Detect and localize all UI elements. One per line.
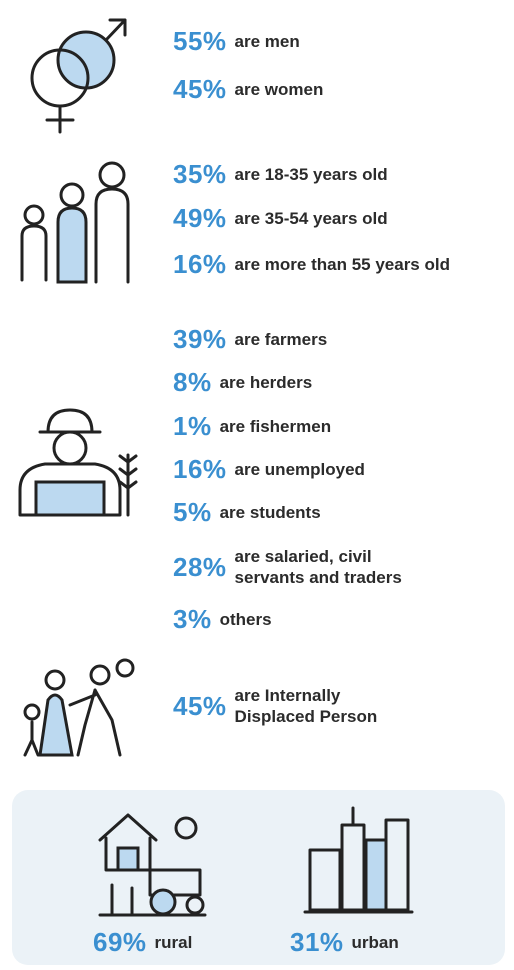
percent: 45% — [173, 74, 227, 104]
stat-row: 16% are unemployed — [173, 454, 365, 485]
percent: 45% — [173, 690, 227, 721]
location-row: 31% urban — [290, 927, 399, 958]
percent: 3% — [173, 604, 212, 634]
percent: 39% — [173, 324, 227, 354]
stat-row: 45% are Internally Displaced Person — [173, 685, 410, 727]
urban-icon — [303, 806, 414, 914]
percent: 1% — [173, 411, 212, 441]
stat-row: 16% are more than 55 years old — [173, 249, 450, 280]
percent: 5% — [173, 497, 212, 527]
stat-row: 39% are farmers — [173, 324, 327, 355]
occupation-icon — [18, 408, 138, 517]
stat-label: are herders — [219, 373, 313, 392]
stat-label: are 18-35 years old — [234, 165, 388, 184]
stat-row: 5% are students — [173, 497, 321, 528]
stat-label: are salaried, civil servants and traders — [234, 547, 402, 587]
stat-row: 8% are herders — [173, 367, 312, 398]
stat-row: 35% are 18-35 years old — [173, 159, 388, 190]
location-label: urban — [351, 933, 399, 952]
gender-icon — [30, 18, 127, 134]
stat-row: 55% are men — [173, 26, 300, 57]
displaced-icon — [23, 658, 135, 757]
stat-label: are men — [234, 32, 300, 51]
stat-row: 3% others — [173, 604, 272, 635]
location-row: 69% rural — [93, 927, 192, 958]
stat-row: 49% are 35-54 years old — [173, 203, 388, 234]
percent: 16% — [173, 249, 227, 279]
location-panel — [12, 790, 505, 965]
stat-label: others — [219, 610, 272, 629]
stat-label: are fishermen — [219, 417, 332, 436]
stat-row: 45% are women — [173, 74, 323, 105]
stat-label: are students — [219, 503, 321, 522]
stat-label: are 35-54 years old — [234, 209, 388, 228]
stat-label: are unemployed — [234, 460, 365, 479]
stat-row: 28% are salaried, civil servants and trad… — [173, 546, 440, 588]
percent: 28% — [173, 551, 227, 582]
percent: 31% — [290, 927, 344, 957]
stat-label: are women — [234, 80, 324, 99]
rural-icon — [98, 813, 207, 917]
age-icon — [20, 161, 130, 284]
location-label: rural — [154, 933, 193, 952]
stat-label: are farmers — [234, 330, 328, 349]
percent: 69% — [93, 927, 147, 957]
percent: 8% — [173, 367, 212, 397]
percent: 16% — [173, 454, 227, 484]
percent: 35% — [173, 159, 227, 189]
percent: 49% — [173, 203, 227, 233]
stat-row: 1% are fishermen — [173, 411, 331, 442]
stat-label: are Internally Displaced Person — [234, 686, 378, 726]
percent: 55% — [173, 26, 227, 56]
stat-label: are more than 55 years old — [234, 255, 450, 274]
